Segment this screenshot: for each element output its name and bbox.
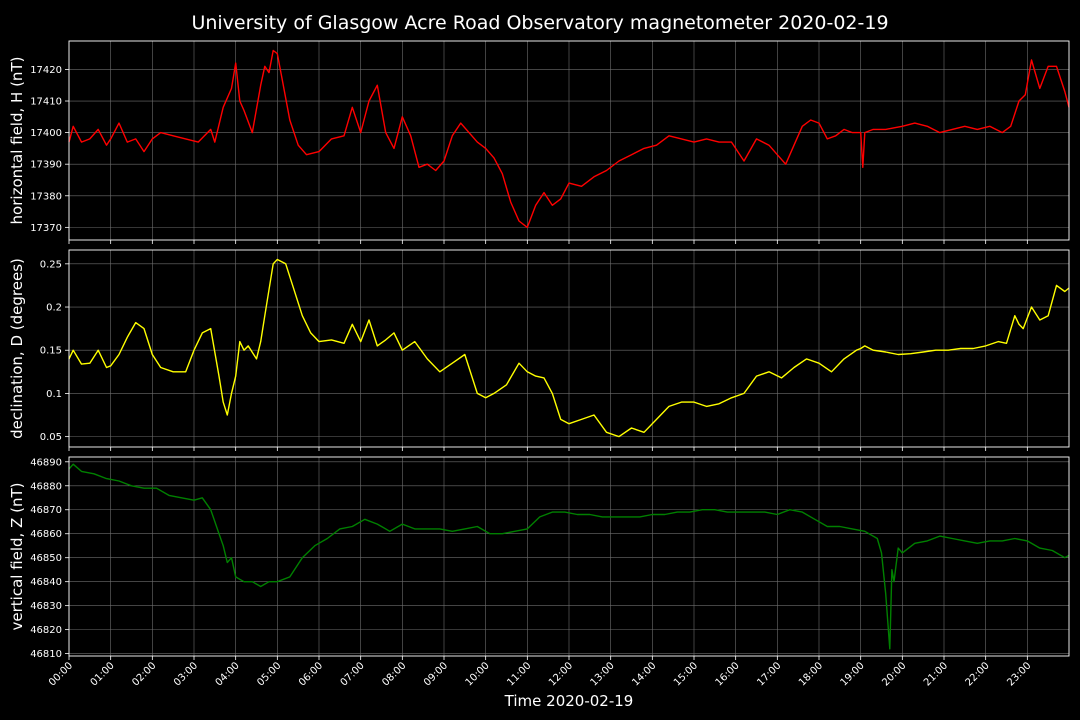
x-axis-label: Time 2020-02-19 [504,692,634,710]
series-line-1 [68,49,1070,229]
y-tick-label: 17410 [30,97,62,108]
series-line-3 [68,463,1070,650]
y-tick-label: 46890 [30,457,62,468]
y-tick-label: 46870 [30,505,62,516]
y-tick-label: 46850 [30,553,62,564]
y-tick-label: 0.05 [40,432,62,443]
y-tick-label: 0.2 [46,303,62,314]
panel-3: 46810 46820 46830 46840 46850 46860 46870 46880… [8,456,1070,660]
y-tick-label: 0.15 [40,346,62,357]
chart-title: University of Glasgow Acre Road Observat… [191,12,888,34]
y-axis-label: horizontal field, H (nT) [8,57,26,225]
panel-1: 17370 17380 17390 17400 17410 17420 horizontal… [8,40,1070,244]
y-tick-label: 46830 [30,601,62,612]
y-tick-label: 46820 [30,625,62,636]
y-tick-label: 46860 [30,529,62,540]
panel-frame [68,249,1070,448]
y-tick-label: 0.1 [46,389,62,400]
y-axis-label: vertical field, Z (nT) [8,482,26,630]
y-tick-label: 17400 [30,128,62,139]
panel-frame [68,40,1070,241]
y-tick-label: 17370 [30,223,62,234]
series-line-2 [68,258,1070,438]
y-tick-label: 17380 [30,191,62,202]
y-axis-label: declination, D (degrees) [8,258,26,439]
panel-frame [68,456,1070,657]
y-tick-label: 46880 [30,481,62,492]
y-tick-label: 46810 [30,649,62,660]
y-tick-label: 46840 [30,577,62,588]
y-tick-label: 0.25 [40,259,62,270]
y-tick-label: 17420 [30,65,62,76]
y-tick-label: 17390 [30,160,62,171]
panel-2: 0.05 0.1 0.15 0.2 0.25 declination, D (degree… [8,249,1070,451]
